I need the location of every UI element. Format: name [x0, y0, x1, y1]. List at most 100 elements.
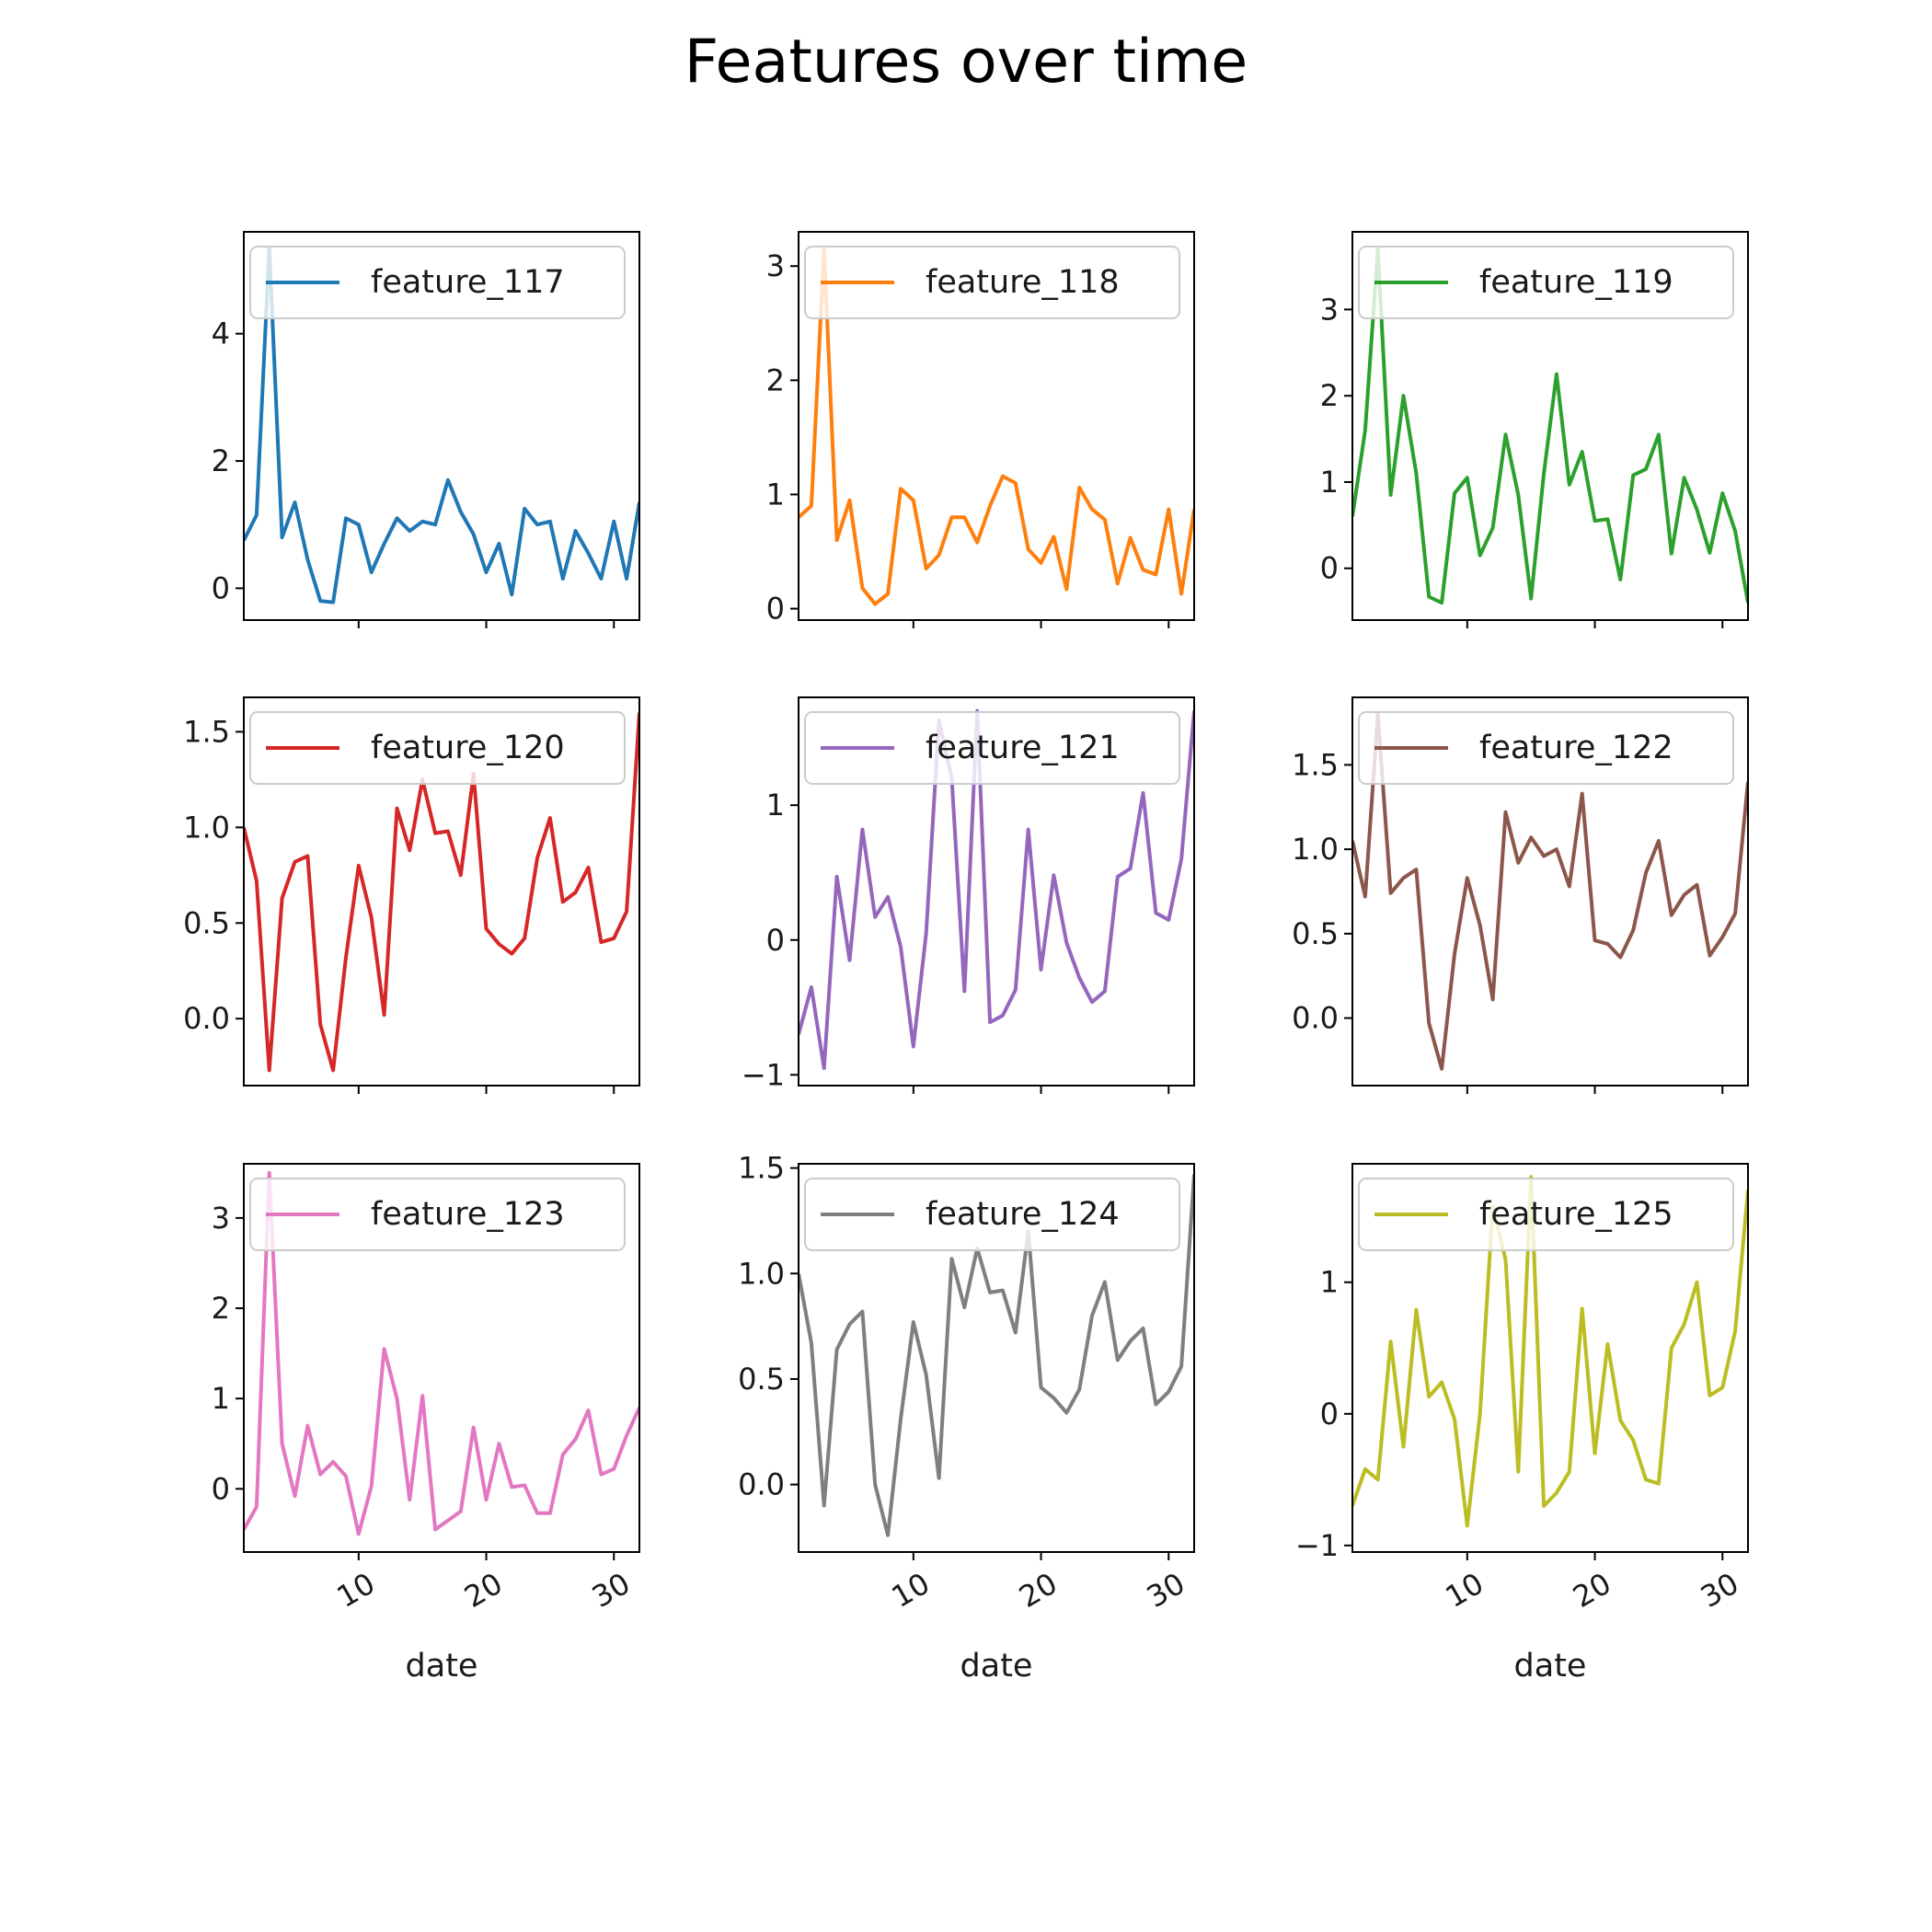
series-line-feature_119: [1352, 247, 1748, 605]
x-tick-label: 20: [458, 1566, 508, 1615]
y-tick-label: 0.0: [183, 1001, 230, 1036]
y-tick-label: 0.0: [1292, 1001, 1339, 1036]
subplot-1: 0 2 4 feature_117: [212, 231, 640, 628]
x-tick-label: 20: [1013, 1566, 1063, 1615]
y-tick-label: 2: [212, 443, 230, 478]
y-tick-label: 0: [212, 570, 230, 605]
subplot-5: −1 0 1 feature_121: [742, 696, 1195, 1094]
legend-box: [1358, 711, 1734, 785]
x-tick-label: 20: [1567, 1566, 1616, 1615]
legend: feature_124: [804, 1178, 1180, 1251]
series-line-feature_124: [799, 1174, 1194, 1537]
y-tick-label: 1.0: [738, 1256, 785, 1291]
legend: feature_117: [249, 246, 626, 319]
subplot-8: 0.0 0.5 1.0 1.5 10 20 30 date feature_124: [738, 1151, 1195, 1685]
y-tick-label: 1: [212, 1381, 230, 1416]
x-axis-label: date: [960, 1648, 1033, 1685]
y-tick-label: 3: [766, 248, 785, 283]
legend: feature_125: [1358, 1178, 1734, 1251]
legend-label: feature_124: [926, 1196, 1120, 1233]
legend: feature_120: [249, 711, 626, 785]
y-tick-label: 2: [1320, 378, 1339, 413]
y-tick-label: 0.0: [738, 1467, 785, 1502]
axes-frame: [798, 1163, 1195, 1553]
x-tick-label: 10: [1440, 1566, 1489, 1615]
legend-label: feature_122: [1479, 730, 1673, 766]
legend: feature_122: [1358, 711, 1734, 785]
y-tick-label: −1: [742, 1057, 785, 1092]
legend-box: [804, 1178, 1180, 1251]
y-tick-label: −1: [1295, 1528, 1339, 1563]
legend-box: [249, 246, 626, 319]
series-line-feature_123: [244, 1170, 639, 1536]
legend-box: [1358, 1178, 1734, 1251]
legend-box: [249, 711, 626, 785]
legend: feature_121: [804, 711, 1180, 785]
legend: feature_123: [249, 1178, 626, 1251]
axes-frame: [243, 231, 640, 621]
subplot-4: 0.0 0.5 1.0 1.5 feature_120: [183, 696, 640, 1094]
y-tick-label: 1.0: [1292, 832, 1339, 867]
x-tick-label: 10: [331, 1566, 381, 1615]
series-line-feature_121: [799, 708, 1194, 1070]
axes-frame: [1351, 231, 1749, 621]
legend-label: feature_125: [1479, 1196, 1673, 1233]
series-line-feature_120: [244, 712, 639, 1073]
series-line-feature_122: [1352, 712, 1748, 1071]
axes-frame: [1351, 1163, 1749, 1553]
y-tick-label: 0: [766, 592, 785, 627]
legend-label: feature_117: [371, 264, 565, 301]
y-tick-label: 0: [766, 923, 785, 958]
x-tick-label: 10: [886, 1566, 936, 1615]
x-tick-label: 30: [1141, 1566, 1190, 1615]
series-line-feature_125: [1352, 1175, 1748, 1528]
legend-label: feature_119: [1479, 264, 1673, 301]
axes-frame: [798, 231, 1195, 621]
series-line-feature_117: [244, 246, 639, 604]
y-tick-label: 2: [212, 1291, 230, 1326]
subplot-9: −1 0 1 10 20 30 date feature_125: [1295, 1163, 1749, 1685]
y-tick-label: 1: [766, 788, 785, 822]
x-tick-label: 30: [1695, 1566, 1744, 1615]
y-tick-label: 3: [1320, 292, 1339, 327]
legend-label: feature_121: [926, 730, 1120, 766]
y-tick-label: 1.0: [183, 810, 230, 845]
legend: feature_118: [804, 246, 1180, 319]
axes-frame: [243, 1163, 640, 1553]
legend-box: [804, 246, 1180, 319]
subplot-2: 0 1 2 3 feature_118: [766, 231, 1195, 628]
y-tick-label: 1: [1320, 465, 1339, 500]
axes-frame: [798, 696, 1195, 1087]
legend-label: feature_123: [371, 1196, 565, 1233]
legend-box: [804, 711, 1180, 785]
y-tick-label: 2: [766, 362, 785, 397]
y-tick-label: 1.5: [1292, 747, 1339, 782]
x-axis-label: date: [406, 1648, 478, 1685]
subplot-7: 0 1 2 3 10 20 30 date feature_123: [212, 1163, 640, 1685]
legend-box: [1358, 246, 1734, 319]
x-axis-label: date: [1514, 1648, 1587, 1685]
legend-label: feature_118: [926, 264, 1120, 301]
subplot-6: 0.0 0.5 1.0 1.5 feature_122: [1292, 696, 1749, 1094]
y-tick-label: 1: [766, 477, 785, 512]
figure-title: Features over time: [684, 28, 1248, 97]
y-tick-label: 1: [1320, 1265, 1339, 1300]
y-tick-label: 0: [1320, 551, 1339, 586]
y-tick-label: 0: [212, 1471, 230, 1506]
axes-frame: [243, 696, 640, 1087]
y-tick-label: 4: [212, 316, 230, 351]
legend: feature_119: [1358, 246, 1734, 319]
subplot-3: 0 1 2 3 feature_119: [1320, 231, 1749, 628]
series-line-feature_118: [799, 247, 1194, 606]
y-tick-label: 1.5: [183, 714, 230, 749]
y-tick-label: 1.5: [738, 1151, 785, 1186]
y-tick-label: 3: [212, 1201, 230, 1236]
y-tick-label: 0: [1320, 1397, 1339, 1432]
x-tick-label: 30: [586, 1566, 636, 1615]
legend-box: [249, 1178, 626, 1251]
legend-label: feature_120: [371, 730, 565, 766]
y-tick-label: 0.5: [1292, 916, 1339, 951]
y-tick-label: 0.5: [183, 905, 230, 940]
axes-frame: [1351, 696, 1749, 1087]
